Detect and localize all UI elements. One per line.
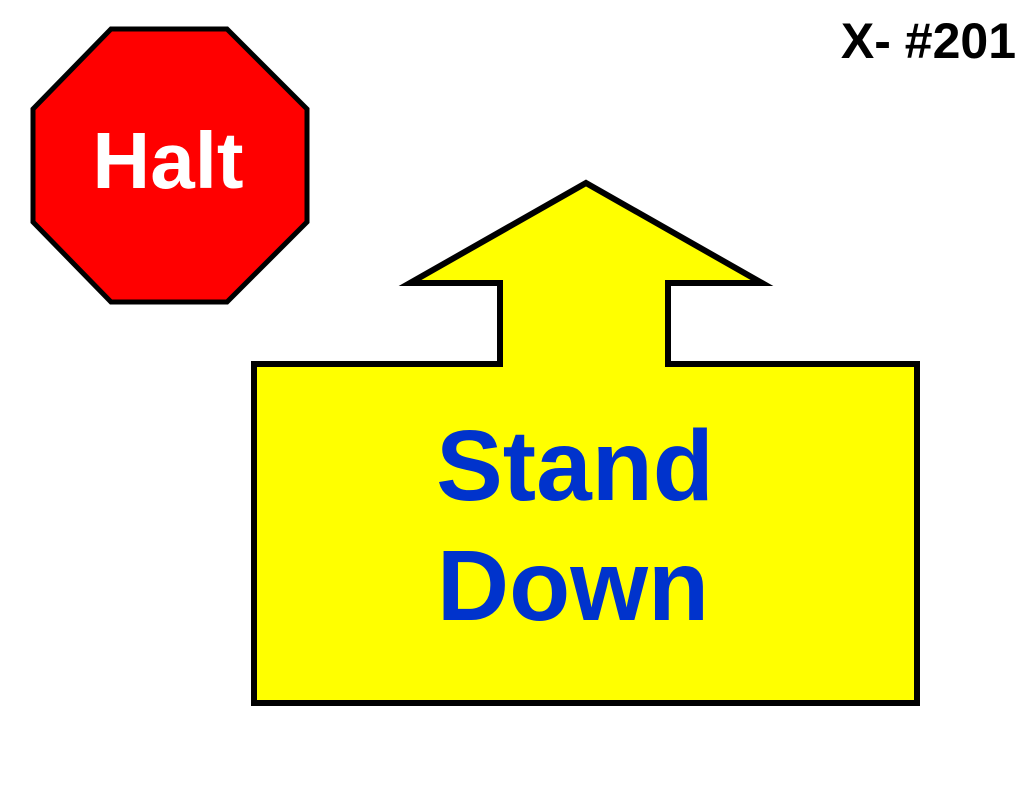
slide-id: X- #201 <box>841 13 1016 69</box>
arrow-sign-line2: Down <box>437 530 709 642</box>
octagon-stop-sign-icon <box>30 26 310 305</box>
up-arrow-icon <box>251 179 920 706</box>
arrow-sign: Stand Down <box>251 179 920 706</box>
arrow-sign-line1: Stand <box>436 410 714 522</box>
stop-sign-label: Halt <box>92 116 243 205</box>
stop-sign: Halt <box>30 26 310 305</box>
